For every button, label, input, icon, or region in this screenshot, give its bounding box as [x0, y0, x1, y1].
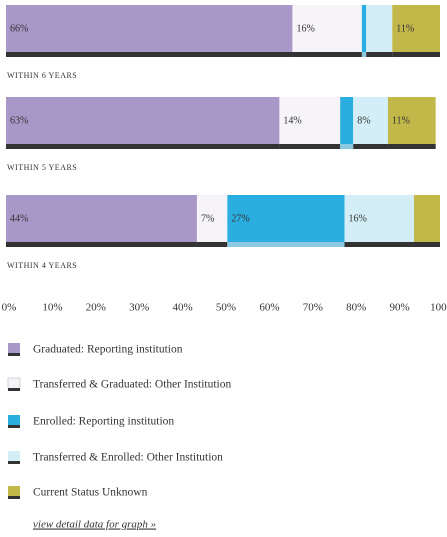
- bar-segment: [196, 195, 228, 242]
- category-label: WITHIN 4 YEARS: [7, 261, 77, 270]
- bar-segment: [361, 5, 367, 52]
- bar-base: [6, 144, 280, 149]
- legend-swatch: [8, 451, 20, 462]
- x-tick-label: 100%: [430, 302, 447, 314]
- x-tick-label: 80%: [346, 302, 366, 314]
- bar-base: [292, 52, 362, 57]
- value-label: 27%: [231, 213, 249, 224]
- x-tick-label: 90%: [390, 302, 410, 314]
- bar-base: [353, 144, 388, 149]
- bar-segment: [6, 195, 197, 242]
- x-tick-label: 40%: [173, 302, 193, 314]
- legend-swatch-base: [8, 461, 20, 464]
- bar-base: [6, 52, 293, 57]
- bar-segment: [6, 97, 280, 144]
- legend-swatch: [8, 486, 20, 497]
- detail-link[interactable]: view detail data for graph »: [33, 519, 156, 531]
- bar-base: [196, 242, 228, 247]
- bar-base: [6, 242, 197, 247]
- x-tick-label: 70%: [303, 302, 323, 314]
- bar-segment: [6, 5, 293, 52]
- value-label: 66%: [10, 23, 28, 34]
- category-label: WITHIN 6 YEARS: [7, 71, 77, 80]
- value-label: 44%: [10, 213, 28, 224]
- x-tick-label: 10%: [42, 302, 62, 314]
- legend-swatch: [8, 343, 20, 354]
- bar-base: [227, 242, 345, 247]
- value-label: 16%: [349, 213, 367, 224]
- legend-swatch: [7, 377, 21, 390]
- bar-segment: [353, 97, 388, 144]
- value-label: 11%: [392, 115, 410, 126]
- bar-segment: [344, 195, 414, 242]
- bar-base: [387, 144, 436, 149]
- bar-segment: [292, 5, 362, 52]
- bar-segment: [392, 5, 440, 52]
- x-tick-label: 0%: [2, 302, 17, 314]
- x-tick-label: 50%: [216, 302, 236, 314]
- x-tick-label: 20%: [86, 302, 106, 314]
- x-tick-label: 30%: [129, 302, 149, 314]
- value-label: 63%: [10, 115, 28, 126]
- legend-label: Transferred & Enrolled: Other Institutio…: [33, 452, 223, 464]
- value-label: 16%: [296, 23, 314, 34]
- legend-swatch-base: [8, 496, 20, 499]
- legend-swatch-base: [8, 353, 20, 356]
- legend-label: Enrolled: Reporting institution: [33, 416, 174, 428]
- bar-base: [279, 144, 341, 149]
- category-label: WITHIN 5 YEARS: [7, 163, 77, 172]
- bar-segment: [227, 195, 345, 242]
- bar-segment: [387, 97, 436, 144]
- legend-swatch: [8, 415, 20, 426]
- bar-base: [392, 52, 440, 57]
- bar-base: [361, 52, 367, 57]
- bar-base: [340, 144, 354, 149]
- value-label: 14%: [283, 115, 301, 126]
- value-label: 7%: [201, 213, 214, 224]
- value-label: 8%: [357, 115, 370, 126]
- bar-base: [344, 242, 414, 247]
- legend-label: Graduated: Reporting institution: [33, 344, 183, 356]
- legend-label: Current Status Unknown: [33, 487, 148, 499]
- legend-swatch-base: [8, 388, 20, 391]
- bar-segment: [340, 97, 354, 144]
- bar-segment: [279, 97, 341, 144]
- legend-swatch-base: [8, 425, 20, 428]
- x-tick-label: 60%: [259, 302, 279, 314]
- bar-segment: [366, 5, 393, 52]
- bar-base: [413, 242, 440, 247]
- legend-label: Transferred & Graduated: Other Instituti…: [33, 379, 231, 391]
- bar-segment: [413, 195, 440, 242]
- bar-base: [366, 52, 393, 57]
- value-label: 11%: [396, 23, 414, 34]
